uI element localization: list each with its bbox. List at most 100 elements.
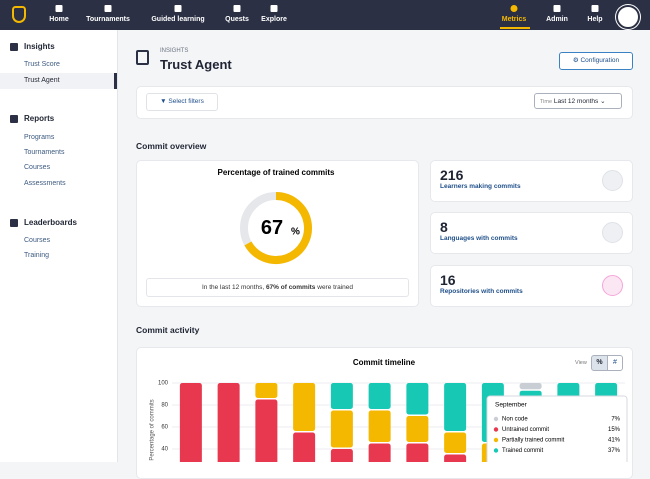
sidebar-icon (10, 43, 18, 51)
nav-item[interactable]: Admin (546, 16, 568, 23)
sidebar-link[interactable]: Trust Agent (24, 77, 60, 84)
bar-segment (444, 432, 467, 453)
filters-label: Select filters (168, 98, 204, 105)
stat-card (430, 160, 633, 202)
active-row (0, 73, 117, 89)
sidebar-section: Insights (24, 42, 55, 51)
donut-unit: % (291, 227, 300, 238)
nav-icon[interactable] (104, 5, 112, 12)
active-underline (500, 27, 530, 29)
tooltip-value: 7% (611, 417, 620, 423)
eyebrow: INSIGHTS (160, 48, 189, 54)
donut-value: 67 (261, 217, 283, 239)
caption-text: were trained (315, 284, 354, 291)
nav-item[interactable]: Help (587, 16, 603, 23)
bar-segment (217, 383, 240, 462)
nav-icon[interactable] (55, 5, 63, 12)
button-label: Configuration (580, 57, 620, 64)
nav-icon[interactable] (270, 5, 278, 12)
sidebar-link[interactable]: Tournaments (24, 149, 65, 156)
stat-value: 216 (440, 167, 464, 183)
bar-segment (293, 432, 316, 462)
page-icon (136, 50, 149, 65)
bar-segment (519, 383, 542, 390)
time-value: Last 12 months (553, 98, 599, 105)
bar-segment (406, 416, 429, 442)
configuration-button[interactable]: ⚙ Configuration (559, 52, 633, 70)
donut-card (136, 160, 419, 307)
stat-label: Repositories with commits (440, 288, 523, 295)
caption-text: In the last 12 months, (201, 284, 266, 291)
logo[interactable] (12, 6, 26, 23)
nav-icon (553, 5, 561, 12)
tooltip (486, 395, 628, 462)
sidebar-link[interactable]: Programs (24, 134, 55, 141)
legend-label: Untrained commit (502, 427, 549, 433)
bar-segment (444, 454, 467, 462)
stat-icon (602, 275, 623, 296)
select-filters[interactable]: ▼ Select filters (146, 93, 218, 111)
nav-item[interactable]: Quests (225, 16, 249, 23)
view-label: View (575, 360, 587, 366)
bar-segment (368, 383, 391, 409)
donut-arc (244, 192, 312, 264)
caption-bold: 67% of commits (265, 284, 316, 291)
stat-label: Learners making commits (440, 183, 521, 190)
time-dropdown[interactable]: Time Last 12 months ⌄ (534, 93, 622, 109)
stat-label: Languages with commits (440, 235, 518, 242)
bar-segment (330, 449, 353, 462)
tooltip-value: 41% (608, 438, 621, 444)
stat-value: 16 (440, 272, 456, 288)
nav-icon[interactable] (233, 5, 241, 12)
stat-icon (602, 222, 623, 243)
bar-segment (330, 383, 353, 409)
chart-title: Commit timeline (353, 358, 416, 367)
bar-segment (368, 410, 391, 442)
bar-segment (179, 383, 202, 462)
sidebar-link[interactable]: Trust Score (24, 61, 60, 68)
nav-icon[interactable] (174, 5, 182, 12)
sidebar-section: Reports (24, 114, 55, 123)
nav-icon (591, 5, 599, 12)
nav-item[interactable]: Metrics (501, 16, 527, 23)
nav-item[interactable]: Home (49, 16, 69, 23)
avatar[interactable] (616, 5, 640, 29)
legend-label: Non code (502, 417, 528, 423)
sidebar-icon (10, 115, 18, 123)
bar-segment (406, 443, 429, 462)
nav-item[interactable]: Guided learning (151, 16, 205, 23)
filter-bar (136, 86, 633, 119)
legend-label: Trained commit (502, 448, 543, 454)
donut-title: Percentage of trained commits (218, 168, 335, 177)
nav-item[interactable]: Explore (261, 16, 287, 23)
bar-segment (406, 383, 429, 415)
y-tick-label: 60 (161, 425, 168, 431)
stat-card (430, 265, 633, 307)
time-label: Time (540, 99, 553, 105)
view-toggle[interactable]: # (607, 355, 623, 371)
sidebar-link[interactable]: Assessments (24, 180, 66, 187)
sidebar-link[interactable]: Courses (24, 164, 51, 171)
sidebar-link[interactable]: Courses (24, 237, 51, 244)
legend-label: Partially trained commit (502, 438, 565, 444)
section-heading: Commit overview (136, 141, 207, 151)
tooltip-value: 15% (608, 427, 621, 433)
sidebar-link[interactable]: Training (24, 252, 50, 259)
y-tick-label: 100 (158, 381, 169, 387)
graphics: Percentage of trained commits 67 % Commit t… (150, 168, 628, 462)
y-axis-label: Percentage of commits (150, 399, 156, 460)
tooltip-value: 37% (608, 448, 621, 454)
nav-icon (510, 5, 518, 12)
section-heading: Commit activity (136, 325, 200, 335)
stat-card (430, 212, 633, 254)
bar-segment (330, 410, 353, 448)
nav-item[interactable]: Tournaments (86, 16, 130, 23)
active-bar (114, 73, 117, 89)
bar-segment (368, 443, 391, 462)
stat-value: 8 (440, 219, 448, 235)
bar-segment (255, 383, 278, 398)
bar-segment (293, 383, 316, 431)
sidebar-icon (10, 219, 18, 227)
bar-segment (444, 383, 467, 431)
